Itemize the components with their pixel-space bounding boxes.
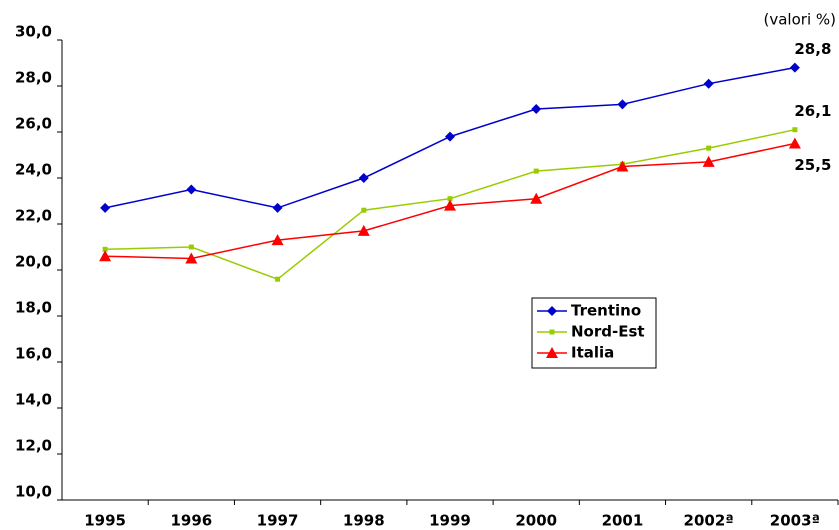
x-tick-label: 1997 [257, 512, 299, 530]
x-tick-label: 2000 [515, 512, 557, 530]
value-label: 25,5 [794, 156, 831, 174]
x-tick-label: 2002ª [684, 512, 734, 530]
point [549, 329, 555, 335]
point [272, 202, 283, 213]
point [789, 62, 800, 73]
point [547, 306, 557, 316]
point [706, 145, 712, 151]
y-tick-label: 22,0 [15, 207, 52, 225]
point [100, 202, 111, 213]
point [186, 184, 197, 195]
y-tick-label: 24,0 [15, 161, 52, 179]
value-label: 26,1 [794, 102, 831, 120]
y-tick-label: 14,0 [15, 391, 52, 409]
value-label: 28,8 [794, 40, 831, 58]
point [185, 252, 198, 264]
point [357, 224, 370, 236]
y-tick-label: 18,0 [15, 299, 52, 317]
annotation: (valori %) [764, 11, 836, 29]
point [792, 127, 798, 133]
point [358, 173, 369, 183]
point [102, 246, 108, 252]
legend-label: Trentino [571, 302, 641, 320]
x-tick-label: 1999 [429, 512, 471, 530]
x-tick-label: 1998 [343, 512, 385, 530]
point [531, 104, 542, 114]
point [275, 276, 281, 282]
point [788, 137, 801, 149]
point [271, 234, 284, 246]
y-tick-label: 12,0 [15, 437, 52, 455]
x-tick-label: 2003ª [770, 512, 820, 530]
y-tick-label: 20,0 [15, 253, 52, 271]
y-tick-label: 28,0 [15, 69, 52, 87]
point [361, 207, 367, 213]
point [616, 160, 629, 172]
point [445, 131, 455, 142]
point [188, 244, 194, 250]
y-tick-label: 10,0 [15, 483, 52, 501]
point [703, 78, 714, 89]
point [702, 155, 715, 167]
point [530, 192, 543, 204]
point [546, 347, 558, 358]
x-tick-label: 2001 [602, 512, 644, 530]
y-tick-label: 16,0 [15, 345, 52, 363]
point [533, 168, 539, 174]
point [447, 196, 453, 202]
y-tick-label: 30,0 [15, 23, 52, 41]
x-tick-label: 1995 [84, 512, 126, 530]
point [99, 250, 112, 262]
point [617, 99, 628, 110]
point [444, 199, 456, 211]
y-tick-label: 26,0 [15, 115, 52, 133]
legend-label: Nord-Est [571, 323, 645, 341]
x-tick-label: 1996 [170, 512, 212, 530]
legend-label: Italia [571, 344, 614, 362]
